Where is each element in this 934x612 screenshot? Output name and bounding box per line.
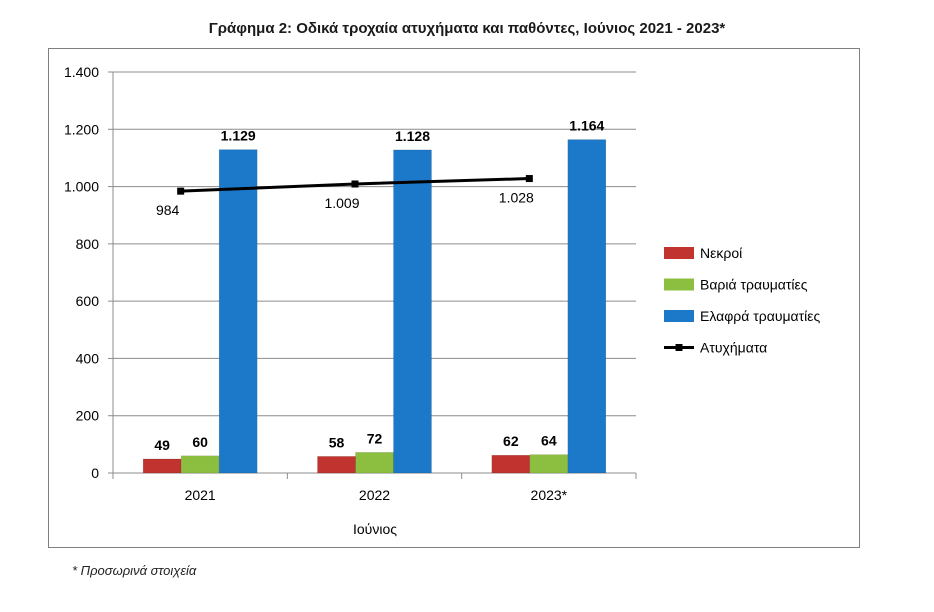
bar [218,149,258,474]
data-label: 60 [192,434,208,450]
bar [317,456,356,474]
y-tick-label: 400 [76,350,100,366]
footnote: * Προσωρινά στοιχεία [72,563,197,578]
bar [180,455,220,474]
y-tick-label: 1.000 [64,179,99,195]
data-label: 62 [503,433,519,449]
legend-label: Βαριά τραυματίες [700,277,808,293]
data-label: 58 [329,434,345,450]
chart-frame [48,48,860,548]
line-point [351,180,359,188]
line-data-label: 1.009 [324,195,359,211]
y-tick-label: 800 [76,236,100,252]
bar [355,452,394,474]
x-axis-label: Ιούνιος [353,521,397,537]
line-data-label: 1.028 [499,190,534,206]
chart-title: Γράφημα 2: Οδικά τροχαία ατυχήματα και π… [208,20,726,37]
bar [142,458,182,474]
x-tick-label: 2021 [185,487,216,503]
legend-marker [675,344,683,351]
bar [393,149,432,474]
legend-swatch [664,247,694,259]
data-label: 64 [541,433,557,449]
legend-swatch [664,278,694,291]
data-label: 1.129 [221,128,256,144]
legend-swatch [664,310,694,322]
line-point [525,175,533,183]
data-label: 72 [367,430,383,446]
data-label: 1.128 [395,128,430,144]
legend-label: Ελαφρά τραυματίες [700,308,821,324]
bar [529,454,569,474]
y-tick-label: 200 [76,408,100,424]
legend-label: Νεκροί [700,245,742,261]
bar [491,454,531,474]
data-label: 49 [154,437,170,453]
data-label: 1.164 [569,118,604,134]
y-tick-label: 1.200 [64,121,99,137]
y-tick-label: 1.400 [64,64,99,80]
y-tick-label: 0 [91,465,99,481]
x-tick-label: 2023* [531,487,568,503]
line-data-label: 984 [156,202,180,218]
bar [567,139,607,474]
line-point [177,187,185,195]
legend-label: Ατυχήματα [700,340,767,356]
x-tick-label: 2022 [359,487,390,503]
y-tick-label: 600 [76,293,100,309]
